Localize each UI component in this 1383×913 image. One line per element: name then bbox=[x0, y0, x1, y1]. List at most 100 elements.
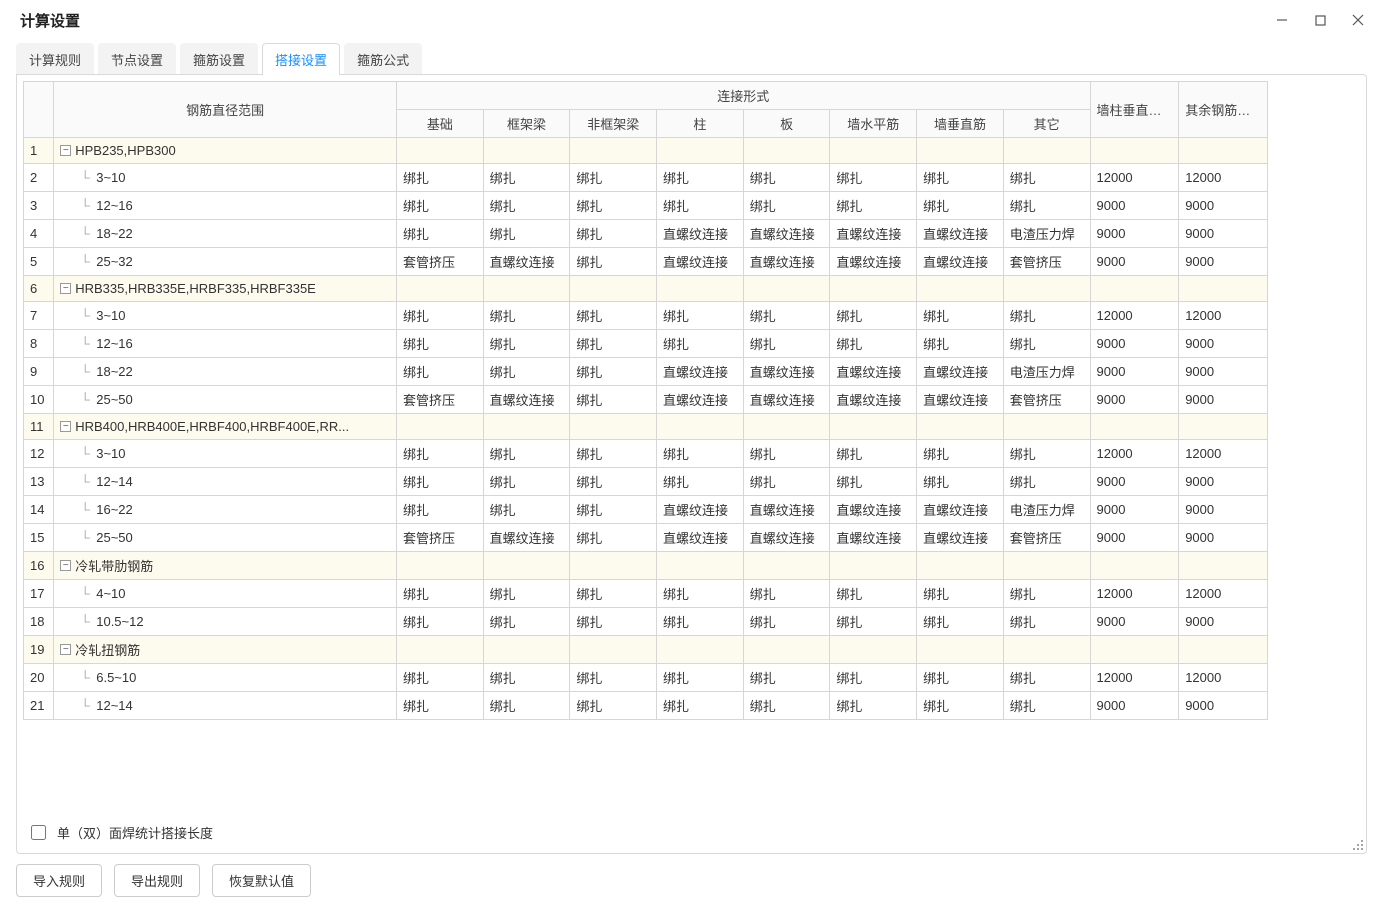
range-cell[interactable]: └25~50 bbox=[54, 386, 397, 414]
conn-cell[interactable]: 绑扎 bbox=[917, 164, 1004, 192]
range-cell[interactable]: −HRB400,HRB400E,HRBF400,HRBF400E,RR... bbox=[54, 414, 397, 440]
range-cell[interactable]: └18~22 bbox=[54, 358, 397, 386]
conn-cell[interactable]: 绑扎 bbox=[483, 496, 570, 524]
export-rules-button[interactable]: 导出规则 bbox=[114, 864, 200, 897]
conn-cell[interactable]: 绑扎 bbox=[570, 386, 657, 414]
conn-cell[interactable]: 绑扎 bbox=[657, 692, 744, 720]
conn-cell[interactable]: 绑扎 bbox=[830, 302, 917, 330]
conn-cell[interactable]: 电渣压力焊 bbox=[1003, 496, 1090, 524]
conn-cell[interactable]: 绑扎 bbox=[830, 664, 917, 692]
table-row[interactable]: 6−HRB335,HRB335E,HRBF335,HRBF335E bbox=[24, 276, 1268, 302]
table-row[interactable]: 17└4~10绑扎绑扎绑扎绑扎绑扎绑扎绑扎绑扎1200012000 bbox=[24, 580, 1268, 608]
conn-cell[interactable]: 电渣压力焊 bbox=[1003, 358, 1090, 386]
conn-cell[interactable]: 套管挤压 bbox=[1003, 524, 1090, 552]
fix1-cell[interactable]: 12000 bbox=[1090, 164, 1179, 192]
fix1-cell[interactable]: 9000 bbox=[1090, 358, 1179, 386]
conn-cell[interactable]: 直螺纹连接 bbox=[657, 524, 744, 552]
fix1-cell[interactable]: 9000 bbox=[1090, 220, 1179, 248]
table-row[interactable]: 16−冷轧带肋钢筋 bbox=[24, 552, 1268, 580]
conn-cell[interactable]: 绑扎 bbox=[396, 164, 483, 192]
range-cell[interactable]: └25~50 bbox=[54, 524, 397, 552]
conn-cell[interactable]: 绑扎 bbox=[1003, 330, 1090, 358]
conn-cell[interactable]: 绑扎 bbox=[483, 468, 570, 496]
table-row[interactable]: 10└25~50套管挤压直螺纹连接绑扎直螺纹连接直螺纹连接直螺纹连接直螺纹连接套… bbox=[24, 386, 1268, 414]
conn-cell[interactable]: 绑扎 bbox=[657, 580, 744, 608]
tab-stirrup[interactable]: 箍筋设置 bbox=[180, 43, 258, 75]
conn-cell[interactable]: 直螺纹连接 bbox=[743, 248, 830, 276]
conn-cell[interactable]: 绑扎 bbox=[657, 608, 744, 636]
fix2-cell[interactable]: 9000 bbox=[1179, 248, 1268, 276]
conn-cell[interactable]: 绑扎 bbox=[396, 358, 483, 386]
conn-cell[interactable]: 直螺纹连接 bbox=[917, 386, 1004, 414]
conn-cell[interactable]: 绑扎 bbox=[396, 608, 483, 636]
collapse-icon[interactable]: − bbox=[60, 283, 71, 294]
conn-cell[interactable]: 直螺纹连接 bbox=[743, 358, 830, 386]
conn-cell[interactable]: 绑扎 bbox=[1003, 192, 1090, 220]
conn-cell[interactable]: 绑扎 bbox=[570, 608, 657, 636]
conn-cell[interactable]: 绑扎 bbox=[830, 192, 917, 220]
table-row[interactable]: 8└12~16绑扎绑扎绑扎绑扎绑扎绑扎绑扎绑扎90009000 bbox=[24, 330, 1268, 358]
conn-cell[interactable]: 直螺纹连接 bbox=[830, 358, 917, 386]
conn-cell[interactable]: 绑扎 bbox=[1003, 664, 1090, 692]
conn-cell[interactable]: 绑扎 bbox=[570, 524, 657, 552]
range-cell[interactable]: └6.5~10 bbox=[54, 664, 397, 692]
conn-cell[interactable]: 绑扎 bbox=[830, 608, 917, 636]
table-row[interactable]: 5└25~32套管挤压直螺纹连接绑扎直螺纹连接直螺纹连接直螺纹连接直螺纹连接套管… bbox=[24, 248, 1268, 276]
table-row[interactable]: 12└3~10绑扎绑扎绑扎绑扎绑扎绑扎绑扎绑扎1200012000 bbox=[24, 440, 1268, 468]
conn-cell[interactable]: 直螺纹连接 bbox=[917, 248, 1004, 276]
conn-cell[interactable]: 绑扎 bbox=[483, 440, 570, 468]
conn-cell[interactable]: 直螺纹连接 bbox=[917, 358, 1004, 386]
conn-cell[interactable]: 套管挤压 bbox=[396, 386, 483, 414]
table-row[interactable]: 19−冷轧扭钢筋 bbox=[24, 636, 1268, 664]
conn-cell[interactable]: 绑扎 bbox=[657, 164, 744, 192]
fix1-cell[interactable]: 9000 bbox=[1090, 192, 1179, 220]
conn-cell[interactable]: 绑扎 bbox=[396, 664, 483, 692]
conn-cell[interactable]: 绑扎 bbox=[570, 220, 657, 248]
fix2-cell[interactable]: 9000 bbox=[1179, 692, 1268, 720]
fix2-cell[interactable]: 9000 bbox=[1179, 192, 1268, 220]
conn-cell[interactable]: 直螺纹连接 bbox=[830, 496, 917, 524]
conn-cell[interactable]: 绑扎 bbox=[917, 330, 1004, 358]
conn-cell[interactable]: 套管挤压 bbox=[1003, 386, 1090, 414]
conn-cell[interactable]: 绑扎 bbox=[570, 664, 657, 692]
conn-cell[interactable]: 绑扎 bbox=[657, 468, 744, 496]
conn-cell[interactable]: 绑扎 bbox=[657, 664, 744, 692]
conn-cell[interactable]: 绑扎 bbox=[917, 468, 1004, 496]
conn-cell[interactable]: 电渣压力焊 bbox=[1003, 220, 1090, 248]
fix1-cell[interactable]: 9000 bbox=[1090, 496, 1179, 524]
conn-cell[interactable]: 直螺纹连接 bbox=[657, 358, 744, 386]
conn-cell[interactable]: 绑扎 bbox=[570, 330, 657, 358]
conn-cell[interactable]: 直螺纹连接 bbox=[657, 220, 744, 248]
conn-cell[interactable]: 绑扎 bbox=[917, 608, 1004, 636]
conn-cell[interactable]: 直螺纹连接 bbox=[917, 220, 1004, 248]
conn-cell[interactable]: 绑扎 bbox=[570, 358, 657, 386]
resize-grip-icon[interactable] bbox=[1352, 839, 1364, 851]
conn-cell[interactable]: 绑扎 bbox=[917, 664, 1004, 692]
conn-cell[interactable]: 绑扎 bbox=[396, 330, 483, 358]
range-cell[interactable]: └12~14 bbox=[54, 692, 397, 720]
fix2-cell[interactable]: 12000 bbox=[1179, 580, 1268, 608]
fix2-cell[interactable]: 9000 bbox=[1179, 608, 1268, 636]
weld-lap-label[interactable]: 单（双）面焊统计搭接长度 bbox=[57, 823, 213, 842]
fix1-cell[interactable]: 9000 bbox=[1090, 524, 1179, 552]
conn-cell[interactable]: 直螺纹连接 bbox=[830, 248, 917, 276]
conn-cell[interactable]: 直螺纹连接 bbox=[917, 524, 1004, 552]
conn-cell[interactable]: 绑扎 bbox=[396, 496, 483, 524]
table-row[interactable]: 20└6.5~10绑扎绑扎绑扎绑扎绑扎绑扎绑扎绑扎1200012000 bbox=[24, 664, 1268, 692]
range-cell[interactable]: └25~32 bbox=[54, 248, 397, 276]
conn-cell[interactable]: 绑扎 bbox=[657, 330, 744, 358]
conn-cell[interactable]: 绑扎 bbox=[570, 302, 657, 330]
fix2-cell[interactable]: 12000 bbox=[1179, 164, 1268, 192]
range-cell[interactable]: └12~16 bbox=[54, 192, 397, 220]
fix1-cell[interactable]: 12000 bbox=[1090, 440, 1179, 468]
range-cell[interactable]: └3~10 bbox=[54, 440, 397, 468]
conn-cell[interactable]: 绑扎 bbox=[743, 302, 830, 330]
close-button[interactable] bbox=[1341, 6, 1375, 34]
conn-cell[interactable]: 绑扎 bbox=[483, 664, 570, 692]
fix2-cell[interactable]: 12000 bbox=[1179, 664, 1268, 692]
conn-cell[interactable]: 绑扎 bbox=[570, 692, 657, 720]
conn-cell[interactable]: 直螺纹连接 bbox=[830, 220, 917, 248]
conn-cell[interactable]: 绑扎 bbox=[830, 580, 917, 608]
range-cell[interactable]: └18~22 bbox=[54, 220, 397, 248]
conn-cell[interactable]: 绑扎 bbox=[1003, 468, 1090, 496]
